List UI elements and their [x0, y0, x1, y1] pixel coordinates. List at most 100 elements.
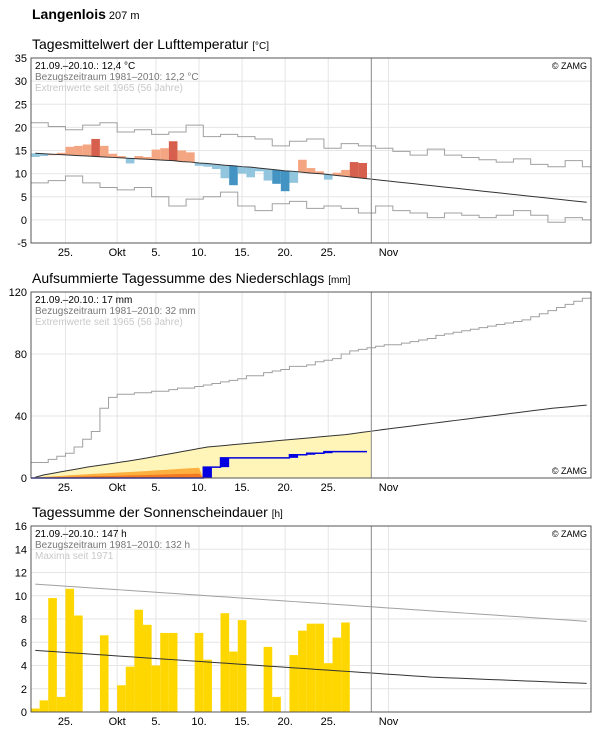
temperature-bar [177, 150, 187, 162]
precipitation-unit: [mm] [328, 275, 351, 286]
temperature-unit: [°C] [252, 41, 269, 52]
copyright-label: © ZAMG [552, 61, 587, 71]
y-tick-label: 10 [15, 591, 27, 603]
sunshine-bar [203, 659, 212, 712]
sunshine-bar [229, 651, 238, 712]
temperature-bar [358, 162, 367, 179]
y-tick-label: 35 [15, 53, 27, 65]
temperature-bar [341, 169, 350, 177]
normal-precip-area [31, 431, 372, 478]
y-tick-label: 5 [21, 192, 27, 204]
x-tick-label: 15. [234, 716, 249, 728]
x-tick-label: 5. [151, 482, 160, 494]
y-tick-label: 0 [21, 707, 27, 719]
plot-frame [30, 57, 592, 244]
y-tick-label: 12 [15, 568, 27, 580]
temperature-bar [280, 170, 290, 192]
temperature-bar [143, 156, 152, 160]
temperature-bar [229, 165, 238, 186]
y-tick-label: 40 [15, 411, 27, 423]
precip-jump [203, 467, 212, 478]
temperature-bar [117, 156, 126, 158]
x-tick-label: Okt [109, 716, 126, 728]
temperature-bar [134, 156, 143, 159]
temperature-bar [237, 166, 247, 174]
sunshine-bar [168, 632, 178, 712]
sunshine-bar [160, 632, 169, 712]
precipitation-panel-title: Aufsummierte Tagessumme des Niederschlag… [32, 270, 350, 286]
temperature-bar [91, 138, 100, 157]
sunshine-bar [143, 624, 152, 712]
sunshine-bar [237, 620, 247, 712]
temperature-bar [151, 149, 161, 160]
x-tick-label: Nov [379, 247, 399, 259]
x-tick-label: 25. [321, 482, 336, 494]
temperature-bar [323, 174, 333, 180]
sunshine-unit: [h] [271, 509, 283, 520]
temperature-bar [194, 162, 204, 166]
y-tick-label: 8 [21, 614, 27, 626]
temperature-bar [246, 167, 255, 178]
sunshine-bar [194, 632, 204, 712]
x-tick-label: 10. [191, 716, 206, 728]
station-name: Langenlois [32, 6, 106, 22]
sunshine-bar [306, 623, 316, 712]
y-tick-label: 16 [15, 521, 27, 533]
temperature-bar [39, 153, 49, 157]
station-elevation: 207 m [108, 10, 140, 22]
extreme-max-line [31, 297, 591, 463]
temperature-bar [315, 171, 324, 174]
station-header: Langenlois 207 m [32, 6, 139, 22]
temperature-bar [82, 144, 92, 157]
temperature-bar [56, 152, 66, 155]
sunshine-bar [65, 588, 75, 712]
x-tick-label: 25. [58, 247, 73, 259]
sunshine-bar [134, 609, 143, 712]
y-tick-label: 30 [15, 76, 27, 88]
sunshine-bar [332, 637, 342, 712]
plot-frame [30, 525, 592, 713]
x-tick-label: 25. [58, 716, 73, 728]
y-tick-label: 80 [15, 349, 27, 361]
x-tick-label: Okt [109, 247, 126, 259]
normal-temperature-line [35, 152, 587, 203]
sunshine-bar [341, 622, 350, 712]
x-tick-label: Okt [109, 482, 126, 494]
normal-precip-line [35, 404, 587, 478]
precip-jump [323, 451, 333, 454]
extreme-min-line [31, 175, 591, 223]
temperature-bar [255, 168, 264, 172]
info-extremes: Extremwerte seit 1965 (56 Jahre) [35, 83, 183, 94]
sunshine-bar [99, 635, 109, 712]
temperature-bar [74, 145, 83, 156]
x-tick-label: 20. [278, 716, 293, 728]
x-tick-label: 5. [151, 716, 160, 728]
temperature-bar [203, 163, 212, 167]
x-tick-label: 10. [191, 247, 206, 259]
sunshine-bar [315, 623, 324, 712]
x-tick-label: 20. [278, 482, 293, 494]
x-tick-label: 15. [234, 247, 249, 259]
plot-frame [30, 291, 592, 479]
sunshine-bar [323, 663, 333, 712]
y-tick-label: 15 [15, 146, 27, 158]
x-tick-label: 10. [191, 482, 206, 494]
temperature-bar [125, 158, 135, 164]
temperature-bar [220, 165, 230, 179]
temperature-panel-title: Tagesmittelwert der Lufttemperatur [°C] [32, 36, 269, 52]
temperature-bar [289, 171, 299, 183]
temperature-bar [160, 148, 169, 161]
temperature-bar [298, 159, 307, 173]
x-tick-label: 25. [321, 247, 336, 259]
sunshine-bar [263, 646, 273, 712]
x-tick-label: 15. [234, 482, 249, 494]
info-extremes: Extremwerte seit 1965 (56 Jahre) [35, 317, 183, 328]
sunshine-bar [56, 696, 66, 712]
temperature-bar [332, 172, 342, 176]
x-tick-label: 5. [151, 247, 160, 259]
sunshine-bar [220, 613, 230, 712]
info-extremes: Maxima seit 1971 [35, 551, 114, 562]
temperature-bar [349, 162, 359, 178]
temperature-bar [211, 164, 221, 169]
info-period: 21.09.–20.10.: 147 h [35, 529, 127, 540]
